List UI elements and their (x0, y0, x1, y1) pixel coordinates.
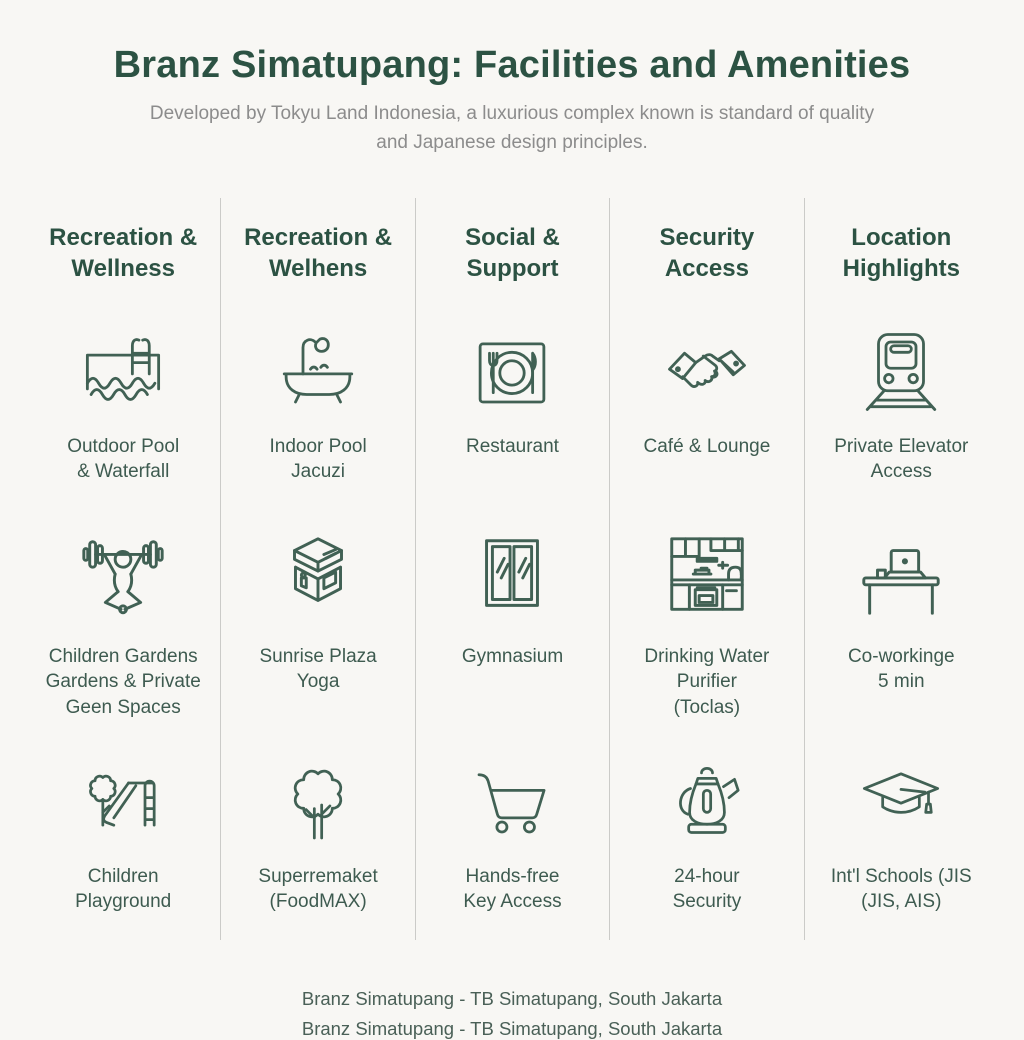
facility-item: 24-hour Security (610, 746, 803, 940)
bathtub-shower-icon (273, 310, 363, 434)
facility-item: Drinking Water Purifier (Toclas) (610, 508, 803, 746)
playground-slide-icon (79, 746, 167, 864)
facility-label: Int'l Schools (JIS (JIS, AIS) (830, 866, 972, 913)
column-recreation-welhens: Recreation & Welhens Indoor Pool Jacuzi (220, 198, 414, 940)
column-social-support: Social & Support Restaurant (414, 198, 609, 940)
kitchen-icon (660, 508, 754, 644)
facility-item: Children Playground (26, 746, 220, 940)
column-header: Recreation & Welhens (244, 224, 393, 283)
facility-label: Children Gardens Gardens & Private Geen … (45, 646, 201, 718)
column-header: Recreation & Wellness (49, 224, 198, 283)
facility-item: Co-workinge 5 min (805, 508, 998, 746)
column-recreation-wellness: Recreation & Wellness Outdoor Pool & Wat… (26, 198, 220, 940)
graduation-cap-icon (857, 746, 945, 864)
facility-item: Int'l Schools (JIS (JIS, AIS) (805, 746, 998, 940)
footer-cutoff-caption: Branz Simatupang - TB Simatupang, South … (301, 1018, 723, 1039)
column-header: Location Highlights (842, 224, 960, 283)
column-header: Security Access (659, 224, 755, 283)
facility-item: Outdoor Pool & Waterfall (26, 310, 220, 508)
window-icon (465, 508, 559, 644)
facility-item: Indoor Pool Jacuzi (221, 310, 414, 508)
facility-label: Indoor Pool Jacuzi (269, 436, 367, 483)
facility-label: Hands-free Key Access (463, 866, 562, 913)
column-location-highlights: Location Highlights Private Elevator Acc… (803, 198, 998, 940)
column-security-access: Security Access Café & Lounge (609, 198, 803, 940)
facility-item: Restaurant (416, 310, 609, 508)
facility-label: Gymnasium (461, 646, 564, 667)
facility-label: Café & Lounge (643, 436, 771, 457)
kettle-icon (663, 746, 751, 864)
facility-label: Sunrise Plaza Yoga (259, 646, 377, 693)
amenities-grid: Recreation & Wellness Outdoor Pool & Wat… (26, 198, 998, 940)
facility-item: Children Gardens Gardens & Private Geen … (26, 508, 220, 746)
facility-label: Restaurant (466, 436, 559, 457)
handshake-icon (662, 310, 752, 434)
column-header: Social & Support (465, 224, 560, 283)
desk-laptop-icon (854, 508, 948, 644)
tree-icon (274, 746, 362, 864)
shopping-cart-icon (468, 746, 556, 864)
footer-caption: Branz Simatupang - TB Simatupang, South … (301, 988, 723, 1009)
page-subtitle: Developed by Tokyu Land Indonesia, a lux… (149, 103, 875, 154)
facility-item: Hands-free Key Access (416, 746, 609, 940)
facility-label: Outdoor Pool & Waterfall (67, 436, 180, 483)
facility-label: Drinking Water Purifier (Toclas) (644, 646, 770, 718)
train-icon (856, 310, 946, 434)
weightlifter-icon (76, 508, 170, 644)
facility-item: Superremaket (FoodMAX) (221, 746, 414, 940)
facility-item: Private Elevator Access (805, 310, 998, 508)
stacked-boxes-icon (271, 508, 365, 644)
page-title: Branz Simatupang: Facilities and Ameniti… (113, 44, 911, 86)
facility-item: Sunrise Plaza Yoga (221, 508, 414, 746)
restaurant-plate-icon (467, 310, 557, 434)
facility-label: Children Playground (75, 866, 172, 913)
facility-item: Gymnasium (416, 508, 609, 746)
facility-label: Superremaket (FoodMAX) (258, 866, 378, 913)
facility-label: 24-hour Security (672, 866, 742, 913)
facility-label: Co-workinge 5 min (847, 646, 955, 693)
swimming-pool-icon (78, 310, 168, 434)
facility-label: Private Elevator Access (834, 436, 969, 483)
facility-item: Café & Lounge (610, 310, 803, 508)
